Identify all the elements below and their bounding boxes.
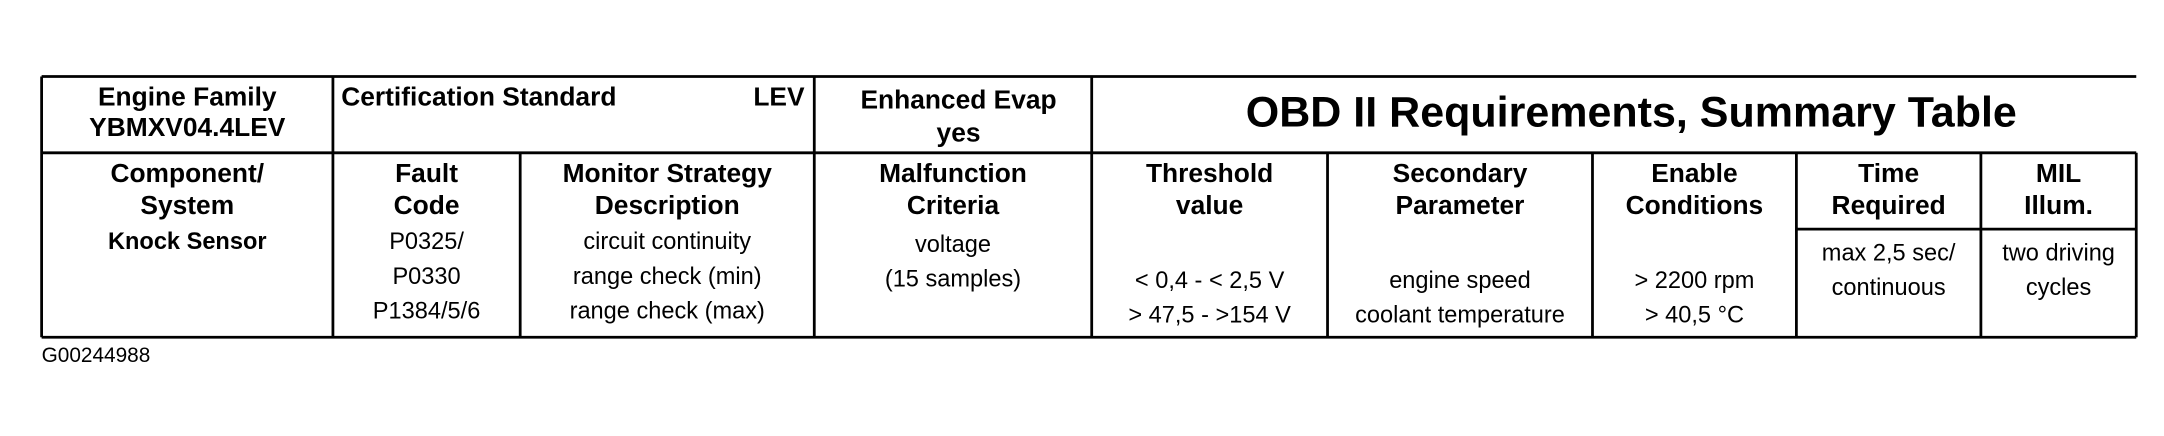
- cell-text: coolant temperature: [1355, 302, 1565, 328]
- column-header: MIL: [2036, 158, 2081, 188]
- cell-text: < 0,4 - < 2,5 V: [1135, 267, 1285, 293]
- column-header: Conditions: [1626, 190, 1764, 220]
- cell-text: > 40,5 °C: [1645, 302, 1744, 328]
- figure-id: G00244988: [42, 344, 151, 367]
- column-header: Secondary: [1393, 158, 1528, 188]
- cell-text: (15 samples): [885, 266, 1021, 292]
- cell-text: circuit continuity: [583, 228, 751, 254]
- certification-standard: Certification Standard: [341, 82, 616, 112]
- column-header: Illum.: [2024, 190, 2093, 220]
- column-header: Enable: [1651, 158, 1737, 188]
- cell-text: continuous: [1832, 274, 1946, 300]
- cell-text: > 2200 rpm: [1634, 267, 1754, 293]
- cell-text: voltage: [915, 231, 991, 257]
- table-title: OBD II Requirements, Summary Table: [1246, 89, 2017, 137]
- certification-value: LEV: [753, 82, 805, 112]
- cell-text: P0325/: [389, 228, 464, 254]
- column-header: Required: [1832, 190, 1946, 220]
- engine-family: Engine Family: [98, 82, 277, 112]
- column-header: Component/: [110, 158, 264, 188]
- engine-family-value: YBMXV04.4LEV: [89, 112, 286, 142]
- cell-text: max 2,5 sec/: [1822, 239, 1956, 265]
- column-header: value: [1176, 190, 1243, 220]
- column-header: Malfunction: [879, 158, 1027, 188]
- column-header: Code: [394, 190, 460, 220]
- cell-text: P0330: [392, 263, 460, 289]
- cell-text: range check (min): [573, 263, 762, 289]
- enhanced-evap-value: yes: [937, 118, 981, 148]
- column-header: System: [140, 190, 234, 220]
- column-header: Parameter: [1396, 190, 1525, 220]
- cell-text: two driving: [2002, 239, 2115, 265]
- cell-text: engine speed: [1389, 267, 1531, 293]
- component-name: Knock Sensor: [108, 228, 267, 254]
- column-header: Monitor Strategy: [563, 158, 773, 188]
- column-header: Fault: [395, 158, 458, 188]
- cell-text: > 47,5 - >154 V: [1128, 302, 1291, 328]
- cell-text: range check (max): [570, 298, 765, 324]
- column-header: Time: [1858, 158, 1919, 188]
- cell-text: P1384/5/6: [373, 298, 481, 324]
- column-header: Criteria: [907, 190, 1000, 220]
- enhanced-evap: Enhanced Evap: [860, 84, 1056, 114]
- cell-text: cycles: [2026, 274, 2092, 300]
- column-header: Description: [595, 190, 740, 220]
- column-header: Threshold: [1146, 158, 1273, 188]
